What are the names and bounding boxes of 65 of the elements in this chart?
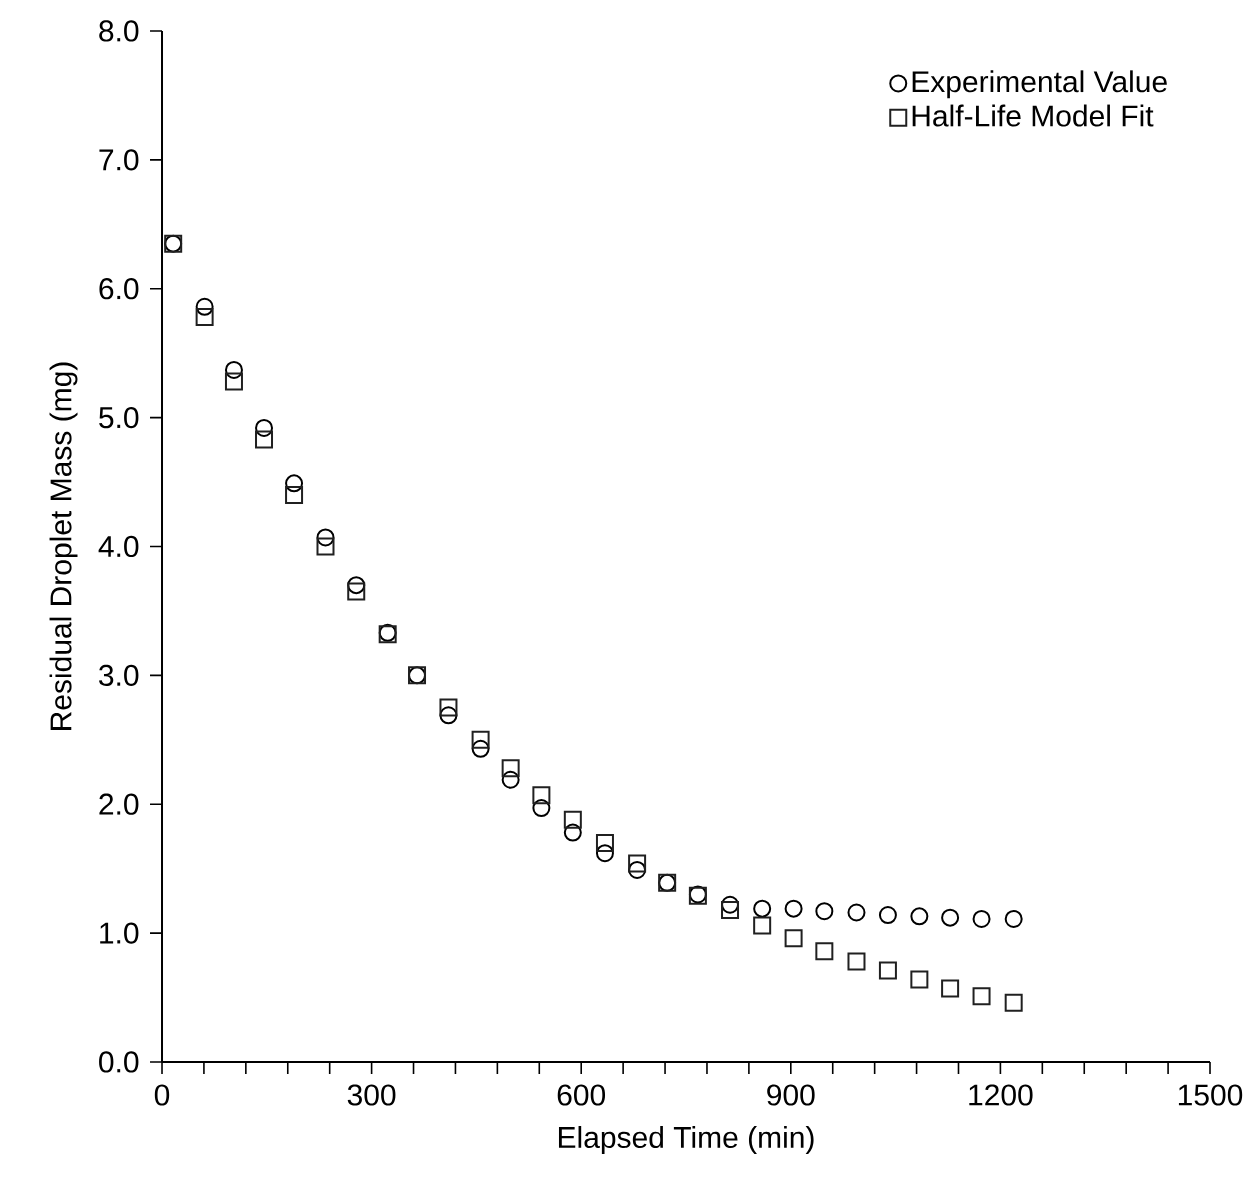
- point: [784, 899, 803, 918]
- point: [784, 929, 803, 948]
- point: [563, 810, 582, 829]
- point: [847, 903, 866, 922]
- y-tick-label: 1.0: [100, 922, 139, 944]
- point: [195, 297, 214, 316]
- point: [815, 902, 834, 921]
- y-axis-title: Residual Droplet Mass (mg): [49, 362, 78, 730]
- y-tick-label: 5.0: [99, 406, 139, 429]
- point: [501, 770, 520, 789]
- point: [285, 485, 304, 504]
- point: [878, 961, 897, 980]
- point: [1004, 909, 1023, 928]
- point: [255, 430, 274, 449]
- point: [910, 970, 929, 989]
- point: [224, 372, 243, 391]
- point: [316, 528, 335, 547]
- y-tick-label: 7.0: [99, 149, 139, 171]
- point: [1004, 993, 1023, 1012]
- point: [941, 908, 960, 927]
- point: [753, 899, 772, 918]
- point: [595, 833, 614, 852]
- point: [847, 952, 866, 971]
- point: [471, 730, 490, 749]
- y-tick-label: 4.0: [98, 535, 139, 558]
- x-tick-label: 900: [767, 1084, 815, 1106]
- point: [628, 860, 647, 879]
- x-tick-label: 0: [154, 1084, 170, 1106]
- y-tick-label: 2.0: [99, 793, 139, 815]
- point: [255, 418, 274, 437]
- point: [815, 942, 834, 961]
- point: [501, 759, 520, 778]
- point: [439, 706, 458, 725]
- y-tick-label: 8.0: [99, 20, 139, 42]
- point: [195, 308, 214, 327]
- point: [471, 739, 490, 758]
- x-tick-label: 1200: [969, 1084, 1033, 1106]
- x-tick-label: 1500: [1178, 1084, 1243, 1106]
- point: [753, 916, 772, 935]
- x-axis-title: Elapsed Time (min): [558, 1126, 814, 1154]
- point: [347, 576, 366, 595]
- point: [972, 909, 991, 928]
- point: [878, 906, 897, 925]
- point: [941, 979, 960, 998]
- point: [316, 537, 335, 556]
- legend-label: Half-Life Model Fit: [912, 104, 1154, 127]
- point: [721, 900, 740, 919]
- x-tick-label: 600: [557, 1084, 606, 1106]
- y-tick-label: 3.0: [99, 664, 139, 686]
- point: [628, 854, 647, 873]
- point: [347, 582, 366, 601]
- point: [910, 907, 929, 926]
- x-tick-label: 300: [347, 1084, 396, 1106]
- point: [563, 823, 582, 842]
- point: [972, 987, 991, 1006]
- point: [595, 844, 614, 863]
- point: [224, 360, 243, 379]
- point: [532, 799, 551, 818]
- y-tick-label: 0.0: [99, 1051, 139, 1073]
- point: [439, 698, 458, 717]
- point: [532, 786, 551, 805]
- legend-label: Experimental Value: [912, 70, 1167, 99]
- y-tick-label: 6.0: [99, 278, 139, 300]
- point: [285, 474, 304, 493]
- point: [721, 895, 740, 914]
